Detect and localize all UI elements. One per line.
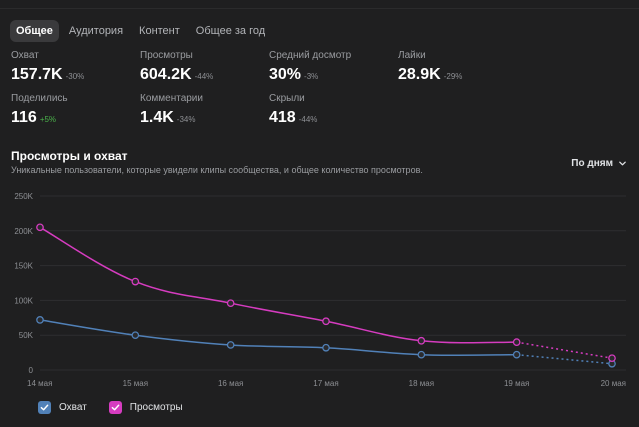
stats-grid: Охват 157.7K -30% Просмотры 604.2K -44% Ср… — [11, 50, 631, 135]
y-tick-label: 50K — [19, 331, 34, 340]
y-tick-label: 250K — [14, 192, 33, 201]
data-point — [322, 343, 330, 352]
stat-label: Поделились — [11, 93, 68, 104]
x-tick-label: 14 мая — [27, 379, 52, 388]
data-point — [36, 223, 44, 232]
tab-audience[interactable]: Аудитория — [68, 25, 124, 37]
legend-reach[interactable]: Охват — [38, 401, 87, 414]
stat-hidden: Скрыли 418 -44% — [269, 93, 317, 127]
x-tick-label: 17 мая — [313, 379, 338, 388]
legend-label: Охват — [59, 402, 87, 413]
data-point — [226, 341, 235, 349]
tab-content[interactable]: Контент — [139, 25, 180, 37]
stat-label: Скрыли — [269, 93, 305, 104]
series-line — [39, 226, 517, 344]
stat-value: 1.4K — [140, 109, 174, 126]
x-tick-label: 19 мая — [504, 379, 529, 388]
chevron-down-icon — [619, 161, 626, 166]
series-projection-line — [516, 353, 613, 365]
chart-legend: Охват Просмотры — [38, 401, 183, 414]
checkbox-checked-icon[interactable] — [108, 401, 122, 414]
stat-reach: Охват 157.7K -30% — [11, 50, 84, 84]
series-line — [39, 319, 517, 356]
stat-avg-watch: Средний досмотр 30% -3% — [269, 50, 351, 84]
chart-subtitle: Уникальные пользователи, которые увидели… — [11, 165, 423, 175]
x-tick-label: 16 мая — [218, 379, 243, 388]
data-point — [131, 277, 140, 286]
data-point — [512, 338, 521, 347]
stat-comments: Комментарии 1.4K -34% — [140, 93, 203, 127]
stat-delta: -44% — [194, 72, 214, 81]
data-point — [131, 331, 140, 340]
checkbox-checked-icon[interactable] — [38, 401, 51, 414]
series-projection-line — [516, 341, 613, 359]
data-point — [226, 299, 235, 308]
period-label: По дням — [571, 158, 613, 169]
tab-general[interactable]: Общее — [10, 20, 59, 42]
chart-title: Просмотры и охват — [11, 149, 128, 163]
stat-delta: -29% — [443, 72, 463, 81]
data-point — [512, 350, 521, 359]
stat-value: 418 — [269, 109, 296, 126]
data-point — [417, 350, 426, 359]
tabs: Общее Аудитория Контент Общее за год — [10, 20, 271, 42]
stat-delta: -44% — [298, 115, 318, 124]
y-tick-label: 100K — [14, 296, 33, 305]
data-point — [322, 317, 330, 326]
legend-label: Просмотры — [129, 402, 183, 413]
data-point — [417, 336, 426, 345]
stat-delta: -30% — [65, 72, 85, 81]
stat-value: 604.2K — [140, 66, 192, 83]
stat-label: Лайки — [398, 50, 426, 61]
stat-delta: +5% — [39, 115, 57, 124]
stat-label: Комментарии — [140, 93, 203, 104]
stat-value: 116 — [11, 109, 37, 126]
period-dropdown[interactable]: По дням — [571, 158, 627, 169]
data-point — [36, 316, 44, 324]
stat-value: 28.9K — [398, 66, 441, 83]
x-tick-label: 15 мая — [123, 379, 148, 388]
stat-value: 30% — [269, 66, 302, 83]
x-tick-label: 20 мая — [601, 379, 626, 388]
y-tick-label: 0 — [29, 366, 34, 375]
stat-delta: -34% — [176, 115, 196, 124]
views-reach-chart: 0 50K 100K 150K 200K 250K 14 мая 15 мая 16 мая 17… — [14, 192, 626, 388]
stat-label: Просмотры — [140, 50, 193, 61]
x-tick-label: 18 мая — [409, 379, 434, 388]
stat-label: Средний досмотр — [269, 50, 352, 61]
data-point — [608, 354, 616, 363]
stat-value: 157.7K — [11, 66, 63, 83]
stat-delta: -3% — [304, 72, 319, 81]
stat-label: Охват — [11, 50, 39, 61]
y-tick-label: 150K — [14, 262, 33, 271]
top-divider — [0, 8, 639, 9]
stat-views: Просмотры 604.2K -44% — [140, 50, 213, 84]
stat-likes: Лайки 28.9K -29% — [398, 50, 462, 84]
tab-general-year[interactable]: Общее за год — [195, 25, 266, 37]
y-tick-label: 200K — [14, 227, 33, 236]
stat-shares: Поделились 116 +5% — [11, 93, 68, 127]
legend-views[interactable]: Просмотры — [108, 401, 183, 414]
